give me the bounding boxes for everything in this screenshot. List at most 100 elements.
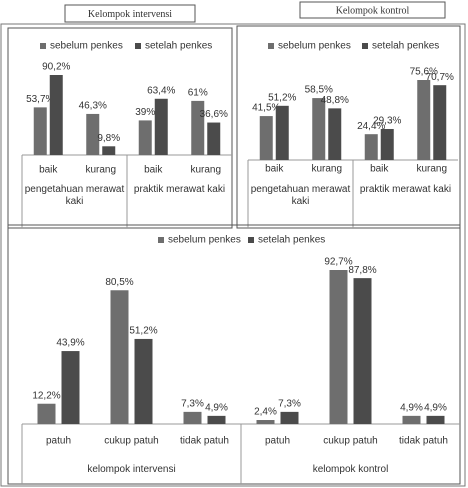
group-label: pengetahuan merawat kaki — [250, 184, 351, 207]
bar — [138, 120, 152, 155]
legend-swatch — [362, 43, 368, 49]
value-label: 9,8% — [97, 133, 120, 144]
value-label: 46,3% — [79, 101, 107, 112]
value-label: 41,5% — [252, 103, 280, 114]
bar — [426, 415, 445, 424]
x-tick-label: patuh — [265, 436, 290, 447]
x-tick-label: baik — [265, 164, 284, 175]
legend-swatch — [248, 237, 254, 243]
value-label: 12,2% — [32, 390, 60, 401]
value-label: 92,7% — [324, 257, 352, 268]
bar — [191, 100, 205, 155]
bar — [353, 278, 372, 424]
value-label: 51,2% — [129, 326, 157, 337]
value-label: 4,9% — [205, 403, 228, 414]
x-tick-label: cukup patuh — [323, 436, 378, 447]
x-tick-label: patuh — [46, 436, 71, 447]
x-tick-label: baik — [39, 165, 58, 176]
bar — [280, 411, 299, 424]
panel-border — [7, 27, 233, 229]
legend-label: setelah penkes — [258, 235, 325, 246]
value-label: 58,5% — [305, 85, 333, 96]
value-label: 70,7% — [426, 72, 454, 83]
value-label: 2,4% — [254, 407, 277, 418]
bar — [328, 108, 342, 160]
bar — [110, 290, 129, 424]
bar — [86, 113, 100, 155]
value-label: 48,8% — [321, 95, 349, 106]
x-tick-label: baik — [370, 164, 389, 175]
chart-title: Kelompok intervensi — [88, 9, 172, 20]
outer-border — [0, 23, 466, 487]
group-label: pengetahuan merawat kaki — [24, 184, 125, 207]
group-label: kelompok kontrol — [312, 464, 389, 475]
legend-label: sebelum penkes — [168, 235, 241, 246]
bar — [329, 270, 348, 424]
legend-swatch — [158, 237, 164, 243]
group-label-box: praktik merawat kaki — [359, 184, 452, 195]
bar — [256, 420, 275, 424]
x-tick-label: cukup patuh — [104, 436, 159, 447]
value-label: 87,8% — [348, 265, 376, 276]
bar — [61, 351, 80, 424]
value-label: 63,4% — [147, 85, 175, 96]
legend-label: setelah penkes — [145, 41, 212, 52]
legend-swatch — [268, 43, 274, 49]
bar — [134, 338, 153, 424]
bar — [37, 403, 56, 424]
bar — [312, 98, 326, 160]
value-label: 7,3% — [181, 399, 204, 410]
group-label-box: kelompok kontrol — [312, 464, 389, 475]
value-label: 39% — [135, 107, 155, 118]
bar — [380, 128, 394, 160]
x-tick-label: kurang — [416, 164, 447, 175]
value-label: 4,9% — [400, 403, 423, 414]
legend-swatch — [40, 43, 46, 49]
group-label-box: pengetahuan merawat kaki — [250, 184, 351, 207]
value-label: 80,5% — [105, 277, 133, 288]
bar — [417, 80, 431, 160]
x-tick-label: kurang — [311, 164, 342, 175]
title-box — [299, 1, 446, 19]
value-label: 7,3% — [278, 399, 301, 410]
bar — [402, 415, 421, 424]
bar — [33, 107, 47, 155]
value-label: 43,9% — [56, 338, 84, 349]
bar — [154, 98, 168, 155]
x-tick-label: kurang — [190, 165, 221, 176]
value-label: 61% — [188, 88, 208, 99]
bar — [183, 411, 202, 424]
legend-label: setelah penkes — [372, 41, 439, 52]
value-label: 75,6% — [410, 67, 438, 78]
panel-border — [236, 25, 461, 229]
bar — [49, 75, 63, 155]
bar — [207, 122, 221, 155]
value-label: 51,2% — [268, 92, 296, 103]
group-label-box: pengetahuan merawat kaki — [24, 184, 125, 207]
group-label: praktik merawat kaki — [359, 184, 452, 195]
x-tick-label: kurang — [85, 165, 116, 176]
group-label: kelompok intervensi — [87, 464, 176, 475]
group-label: praktik merawat kaki — [133, 184, 226, 195]
bar — [275, 105, 289, 160]
value-label: 4,9% — [424, 403, 447, 414]
legend-label: sebelum penkes — [50, 41, 123, 52]
chart-title: Kelompok kontrol — [336, 5, 410, 16]
bar — [207, 415, 226, 424]
bar — [259, 116, 273, 160]
value-label: 36,6% — [200, 109, 228, 120]
legend-swatch — [135, 43, 141, 49]
value-label: 29,3% — [373, 116, 401, 127]
title-box — [64, 4, 196, 23]
panel-border — [7, 224, 461, 485]
value-label: 53,7% — [26, 94, 54, 105]
legend-label: sebelum penkes — [278, 41, 351, 52]
x-tick-label: baik — [144, 165, 163, 176]
bar — [433, 85, 447, 160]
bar — [102, 146, 116, 155]
group-label-box: praktik merawat kaki — [133, 184, 226, 195]
x-tick-label: tidak patuh — [180, 436, 229, 447]
bar — [364, 134, 378, 160]
